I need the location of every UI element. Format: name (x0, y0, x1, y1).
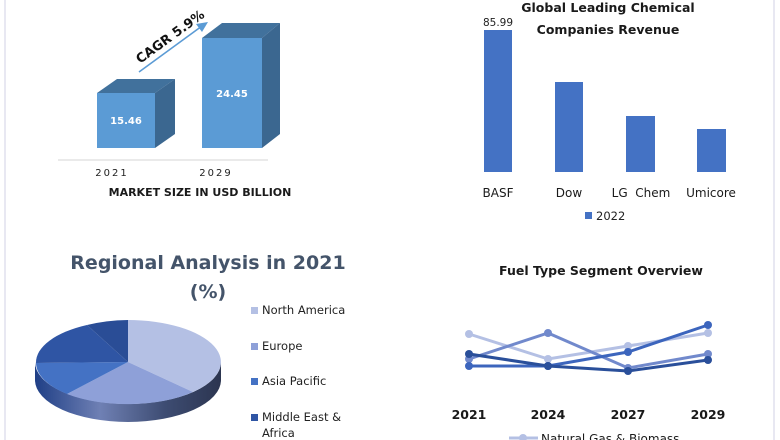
x-label-2024: 2024 (531, 407, 566, 422)
legend-natural-gas-biomass: Natural Gas & Biomass (541, 432, 679, 440)
legend-north-america: North America (262, 303, 345, 317)
label-basf: BASF (483, 186, 514, 200)
right-frame-border (773, 0, 775, 440)
x-label-2027: 2027 (611, 407, 646, 422)
company-chart-title-line1: Global Leading Chemical (521, 0, 694, 15)
slice-middle-east-africa (35, 325, 129, 363)
fuel-chart-title: Fuel Type Segment Overview (499, 263, 703, 278)
fuel-type-line-chart: Fuel Type Segment Overview 2021 2024 202… (452, 263, 726, 440)
slice-other (87, 320, 128, 362)
cagr-arrow-icon (138, 22, 208, 73)
left-frame-border (4, 0, 6, 440)
bar-2021: 15.46 (97, 79, 175, 148)
label-lg-chem: LG Chem (612, 186, 671, 200)
regional-title-line2: (%) (190, 281, 226, 303)
x-label-2021: 2021 (452, 407, 487, 422)
bar-basf (484, 30, 512, 172)
legend-europe: Europe (262, 339, 302, 353)
slice-europe (67, 362, 193, 405)
company-revenue-chart: Global Leading Chemical Companies Revenu… (483, 0, 736, 223)
series-4 (465, 350, 712, 375)
legend-label-2022: 2022 (596, 209, 625, 223)
bar-2029-value: 24.45 (216, 89, 248, 100)
bar-2029: 24.45 (202, 23, 280, 148)
fuel-legend: Natural Gas & Biomass (509, 432, 679, 440)
x-label-2029: 2029 (691, 407, 726, 422)
pie-side (35, 362, 221, 422)
legend-mea-line2: Africa (262, 426, 295, 440)
market-size-axis-label: MARKET SIZE IN USD BILLION (109, 186, 292, 199)
legend-swatch-north-america (251, 307, 258, 314)
company-chart-title-line2: Companies Revenue (537, 22, 680, 37)
bar-2021-value: 15.46 (110, 116, 142, 127)
label-dow: Dow (556, 186, 583, 200)
year-2021-label: 2021 (95, 168, 128, 179)
legend-swatch-2022 (585, 212, 592, 219)
legend-swatch-mea (251, 414, 258, 421)
slice-north-america (128, 320, 221, 392)
regional-title-line1: Regional Analysis in 2021 (70, 252, 345, 274)
cagr-label: CAGR 5.9% (134, 8, 208, 68)
bar-umicore (697, 129, 726, 172)
legend-marker-natural-gas (519, 434, 527, 440)
regional-legend: North America Europe Asia Pacific Middle… (251, 303, 345, 440)
legend-asia-pacific: Asia Pacific (262, 374, 326, 388)
legend-swatch-europe (251, 343, 258, 350)
market-size-chart: 15.46 24.45 CAGR 5.9% 2021 2029 MARKET S… (58, 8, 292, 199)
legend-mea-line1: Middle East & (262, 410, 341, 424)
bar-dow (555, 82, 583, 172)
legend-swatch-asia-pacific (251, 378, 258, 385)
year-2029-label: 2029 (199, 168, 232, 179)
regional-pie-chart: Regional Analysis in 2021 (%) North Amer… (35, 252, 346, 440)
label-umicore: Umicore (686, 186, 736, 200)
basf-value-label: 85.99 (483, 17, 513, 29)
bar-lg-chem (626, 116, 655, 172)
slice-asia-pacific (36, 362, 128, 394)
